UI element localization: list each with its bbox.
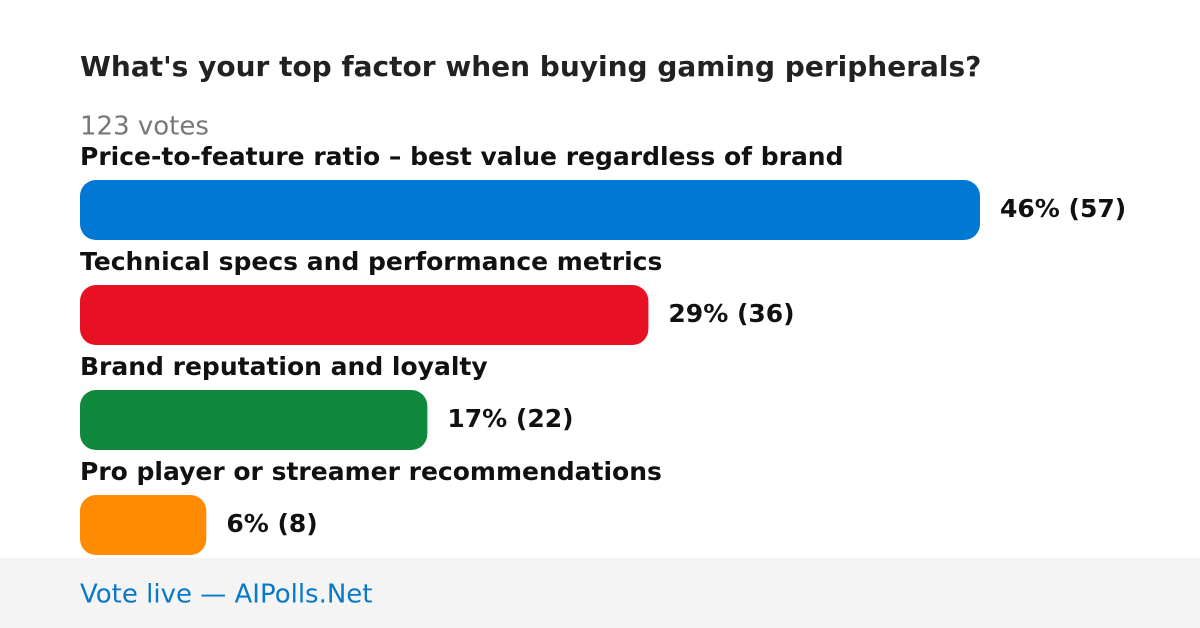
vote-count: 123 votes — [80, 112, 209, 142]
option-label: Technical specs and performance metrics — [80, 247, 662, 276]
chart-title: What's your top factor when buying gamin… — [80, 50, 981, 83]
value-label: 17% (22) — [447, 404, 573, 433]
value-label: 29% (36) — [668, 299, 794, 328]
option-label: Pro player or streamer recommendations — [80, 457, 662, 486]
value-label: 6% (8) — [226, 509, 317, 538]
footer-link[interactable]: Vote live — AIPolls.Net — [80, 580, 373, 610]
bar — [80, 180, 980, 240]
value-label: 46% (57) — [1000, 194, 1126, 223]
bar — [80, 495, 207, 555]
bar — [80, 285, 649, 345]
option-label: Price-to-feature ratio – best value rega… — [80, 142, 844, 171]
bar — [80, 390, 428, 450]
footer-band — [0, 558, 1200, 628]
option-label: Brand reputation and loyalty — [80, 352, 488, 381]
